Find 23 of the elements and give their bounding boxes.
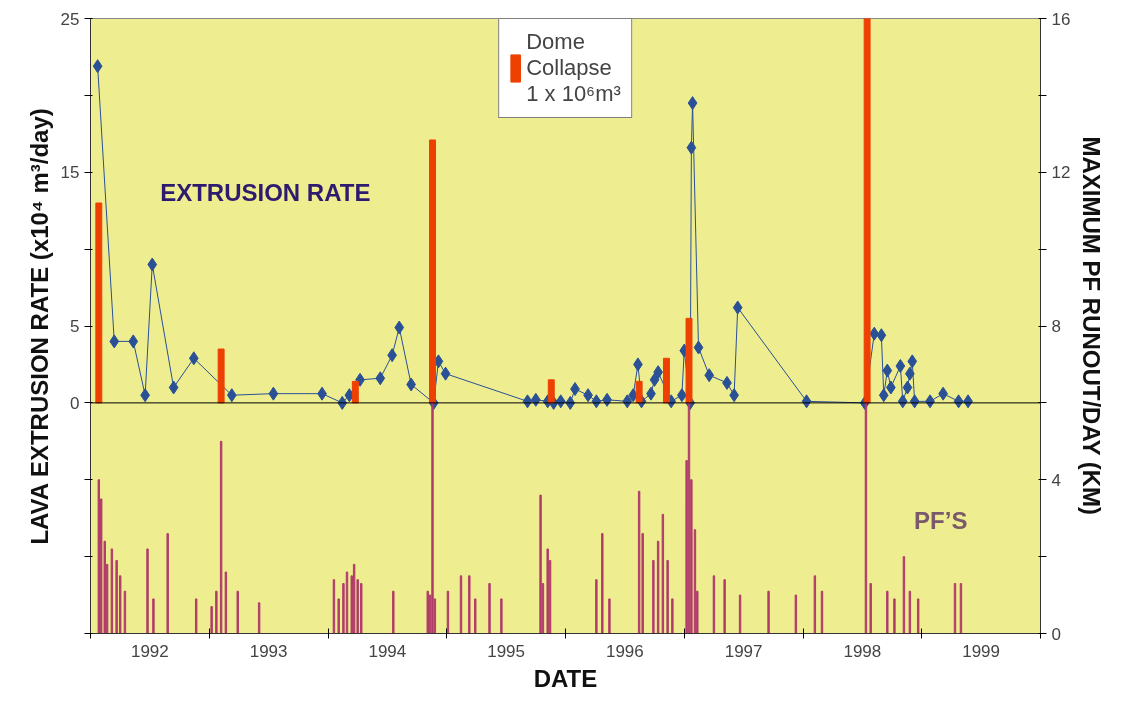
- text: EXTRUSION RATE: [160, 179, 371, 207]
- x-tick-label: 1992: [130, 641, 169, 661]
- legend-label: Dome Collapse 1 x 10⁶m³: [526, 29, 621, 107]
- x-tick-label: 1998: [843, 641, 882, 661]
- x-tick-label: 1994: [368, 641, 407, 661]
- y-tick-label: 25: [60, 9, 80, 29]
- x-tick-label: 1999: [962, 641, 1001, 661]
- y2-axis-title: MAXIMUM PF RUNOUT/DAY (KM): [1078, 136, 1106, 516]
- y2-tick-label: 8: [1051, 317, 1061, 336]
- y-tick-label: 15: [60, 163, 80, 183]
- x-tick-label: 1997: [724, 641, 763, 661]
- x-tick-label: 1993: [249, 641, 288, 661]
- series-label: PF’S: [914, 506, 968, 534]
- y-tick-label: 0: [70, 393, 80, 413]
- x-axis-title: DATE: [533, 664, 598, 692]
- y2-tick-label: 12: [1051, 163, 1071, 183]
- x-tick-label: 1995: [487, 641, 526, 661]
- y-axis-title: LAVA EXTRUSION RATE (x10⁴ m³/day): [25, 108, 53, 545]
- x-tick-label: 1996: [605, 641, 644, 661]
- y2-tick-label: 16: [1051, 9, 1071, 29]
- y2-tick-label: 0: [1051, 624, 1061, 644]
- y2-tick-label: 4: [1051, 470, 1061, 490]
- y-tick-label: 5: [70, 317, 80, 336]
